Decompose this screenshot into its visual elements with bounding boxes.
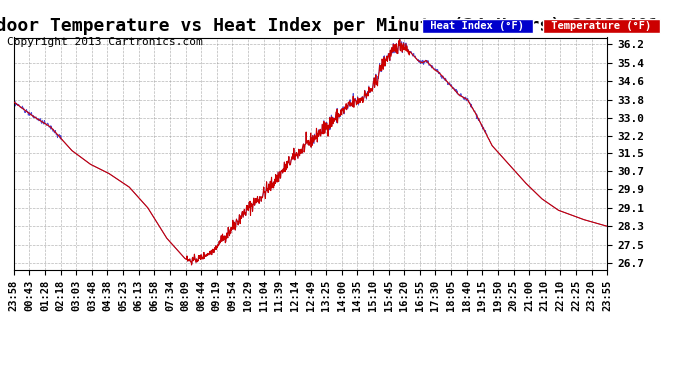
Text: Heat Index (°F): Heat Index (°F) <box>424 21 531 31</box>
Text: Temperature (°F): Temperature (°F) <box>545 21 658 31</box>
Title: Outdoor Temperature vs Heat Index per Minute (24 Hours) 20130401: Outdoor Temperature vs Heat Index per Mi… <box>0 16 658 34</box>
Text: Copyright 2013 Cartronics.com: Copyright 2013 Cartronics.com <box>7 37 203 47</box>
